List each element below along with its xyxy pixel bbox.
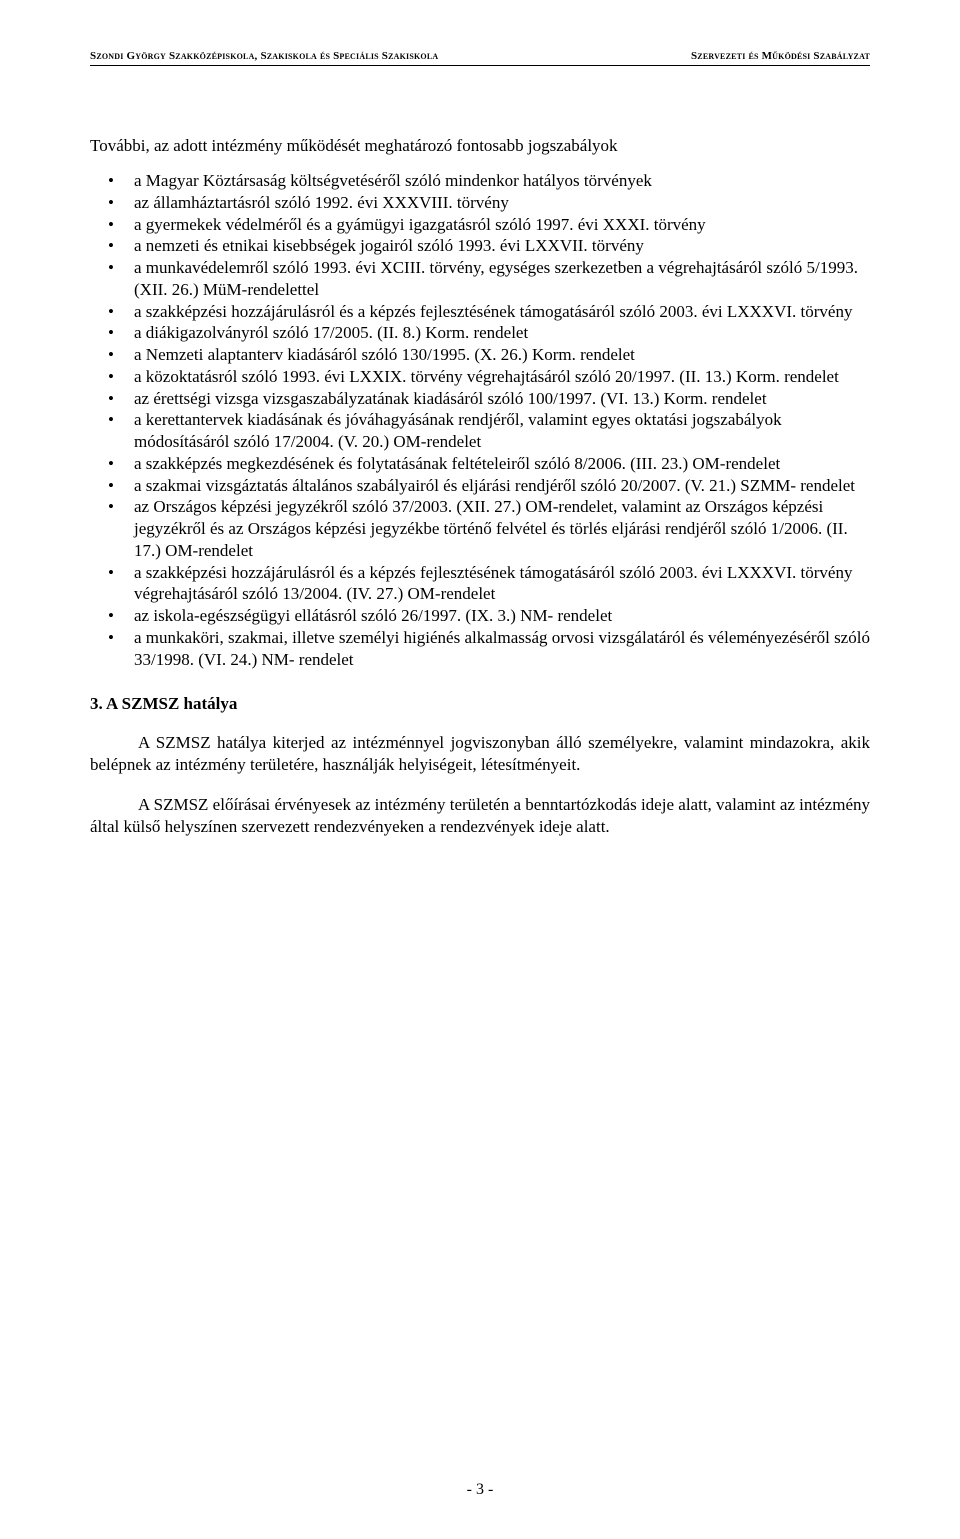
list-item: az államháztartásról szóló 1992. évi XXX…	[108, 192, 870, 214]
list-item: a Magyar Köztársaság költségvetéséről sz…	[108, 170, 870, 192]
list-item: az érettségi vizsga vizsgaszabályzatának…	[108, 388, 870, 410]
list-item: az iskola-egészségügyi ellátásról szóló …	[108, 605, 870, 627]
list-item: a közoktatásról szóló 1993. évi LXXIX. t…	[108, 366, 870, 388]
list-item: a kerettantervek kiadásának és jóváhagyá…	[108, 409, 870, 453]
list-item: a munkaköri, szakmai, illetve személyi h…	[108, 627, 870, 671]
list-item: a Nemzeti alaptanterv kiadásáról szóló 1…	[108, 344, 870, 366]
list-item: a szakképzési hozzájárulásról és a képzé…	[108, 562, 870, 606]
header-right: Szervezeti és Működési Szabályzat	[691, 50, 870, 62]
page-number: - 3 -	[0, 1481, 960, 1499]
document-page: Szondi György Szakközépiskola, Szakiskol…	[0, 0, 960, 1539]
list-item: a gyermekek védelméről és a gyámügyi iga…	[108, 214, 870, 236]
header-left: Szondi György Szakközépiskola, Szakiskol…	[90, 50, 438, 62]
list-item: a munkavédelemről szóló 1993. évi XCIII.…	[108, 257, 870, 301]
list-item: az Országos képzési jegyzékről szóló 37/…	[108, 496, 870, 561]
list-item: a szakképzés megkezdésének és folytatásá…	[108, 453, 870, 475]
bullet-list: a Magyar Köztársaság költségvetéséről sz…	[90, 170, 870, 670]
body-paragraph: A SZMSZ hatálya kiterjed az intézménnyel…	[90, 732, 870, 776]
list-item: a szakképzési hozzájárulásról és a képzé…	[108, 301, 870, 323]
list-item: a nemzeti és etnikai kisebbségek jogairó…	[108, 235, 870, 257]
list-item: a szakmai vizsgáztatás általános szabály…	[108, 475, 870, 497]
section-title: 3. A SZMSZ hatálya	[90, 694, 870, 714]
body-paragraph: A SZMSZ előírásai érvényesek az intézmén…	[90, 794, 870, 838]
list-item: a diákigazolványról szóló 17/2005. (II. …	[108, 322, 870, 344]
page-header: Szondi György Szakközépiskola, Szakiskol…	[90, 50, 870, 66]
intro-text: További, az adott intézmény működését me…	[90, 136, 870, 156]
